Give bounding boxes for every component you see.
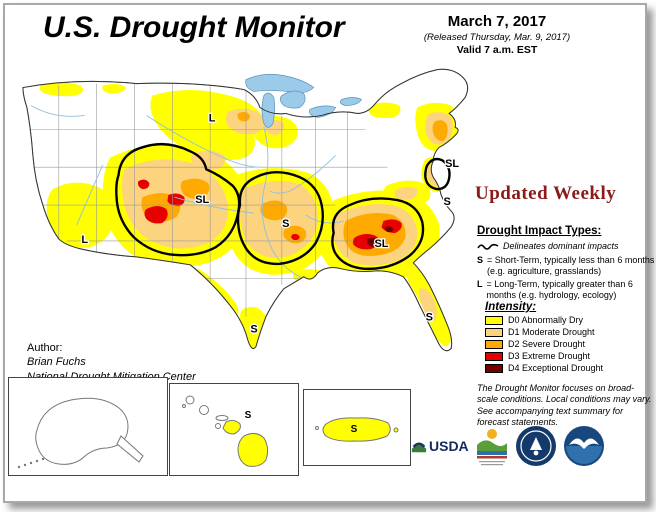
date-block: March 7, 2017 (Released Thursday, Mar. 9… [377,13,617,57]
legend-item-d1: D1 Moderate Drought [485,327,655,337]
author-name: Brian Fuchs [27,356,86,369]
legend-item-d4: D4 Exceptional Drought [485,363,655,373]
aleutian-islands [17,457,45,469]
rivers [30,105,344,280]
puerto-rico-map: S [315,417,399,442]
d0-swatch [485,315,503,325]
impact-outline-mid-atlantic [424,157,451,191]
long-term-desc: = Long-Term, typically greater than 6 mo… [486,279,633,301]
d2-swatch [485,339,503,349]
alaska-map [17,397,144,469]
impact-outline-southeast [331,197,425,271]
legend-item-d0: D0 Abnormally Dry [485,315,655,325]
impact-legend: Drought Impact Types: Delineates dominan… [477,225,655,304]
impact-legend-heading: Drought Impact Types: [477,225,602,237]
impact-boundary-caption: Delineates dominant impacts [503,241,619,251]
noaa-seal-icon [563,426,604,466]
puerto-rico-impact-label: S [351,424,358,435]
legend-item-d2: D2 Severe Drought [485,339,655,349]
map-label-mid-atlantic: SL [445,158,459,170]
updated-weekly-label: Updated Weekly [475,183,617,204]
long-term-key: L [477,279,483,290]
us-drought-map: L SL S SL L SL S S S [22,68,469,352]
legend-item-d3: D3 Extreme Drought [485,351,655,361]
usda-logo: USDA [411,438,469,454]
great-lakes [245,73,363,128]
d3-swatch [485,351,503,361]
intensity-legend: Intensity: D0 Abnormally Dry D1 Moderate… [485,301,655,373]
d1-swatch [485,327,503,337]
short-term-key: S [477,254,484,265]
commerce-seal-icon [515,426,556,466]
map-label-northern-plains: L [209,112,216,124]
short-term-desc: = Short-Term, typically less than 6 mont… [487,254,655,276]
map-label-southwest: L [81,234,88,246]
usda-symbol-icon [411,442,427,453]
map-label-virginia-coast: S [444,196,451,208]
map-label-central: S [282,218,289,230]
state-borders [22,83,388,317]
intensity-heading: Intensity: [485,301,537,313]
page-title: U.S. Drought Monitor [43,11,345,44]
map-label-southern-plains: SL [195,194,209,206]
map-label-south-texas: S [250,324,257,336]
hawaii-inset: S [169,383,299,476]
ndmc-logo-icon [476,429,507,466]
impact-boundary-icon [477,243,499,250]
drought-monitor-page: U.S. Drought Monitor March 7, 2017 (Rele… [3,3,654,503]
d4-swatch [485,363,503,373]
disclaimer-text: The Drought Monitor focuses on broad-sca… [477,383,652,427]
impact-outline-central [236,171,324,266]
valid-time: Valid 7 a.m. EST [456,43,538,56]
puerto-rico-inset: S [303,389,411,466]
map-label-florida: S [426,312,433,324]
agency-logos: USDA [411,425,605,467]
usda-text: USDA [429,438,469,454]
map-label-southeast: SL [374,238,388,250]
alaska-inset [8,377,168,476]
report-date: March 7, 2017 [447,13,547,30]
d4-exceptional-drought-areas [366,226,394,247]
hawaii-map: S [182,395,269,467]
impact-labels: L SL S SL L SL S S S [80,111,461,337]
author-label: Author: [27,342,63,354]
release-note: (Released Thursday, Mar. 9, 2017) [423,31,571,43]
impact-outlines [115,142,451,271]
hawaii-impact-label: S [245,410,252,421]
